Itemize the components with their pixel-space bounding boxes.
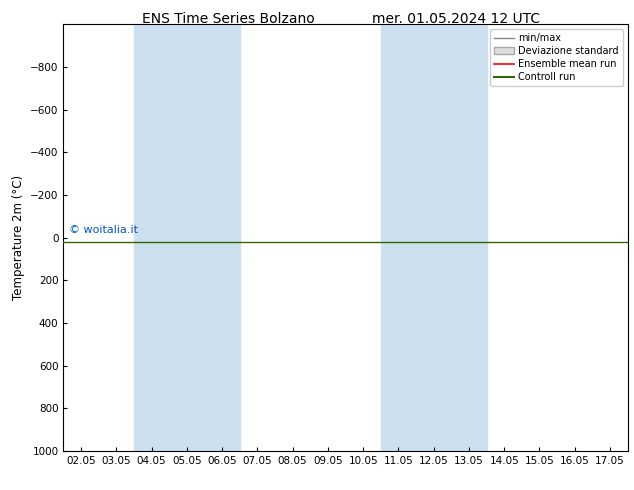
- Text: ENS Time Series Bolzano: ENS Time Series Bolzano: [142, 12, 314, 26]
- Text: © woitalia.it: © woitalia.it: [69, 225, 138, 235]
- Legend: min/max, Deviazione standard, Ensemble mean run, Controll run: min/max, Deviazione standard, Ensemble m…: [490, 29, 623, 86]
- Y-axis label: Temperature 2m (°C): Temperature 2m (°C): [11, 175, 25, 300]
- Bar: [381, 24, 487, 451]
- Bar: [134, 24, 240, 451]
- Text: mer. 01.05.2024 12 UTC: mer. 01.05.2024 12 UTC: [372, 12, 541, 26]
